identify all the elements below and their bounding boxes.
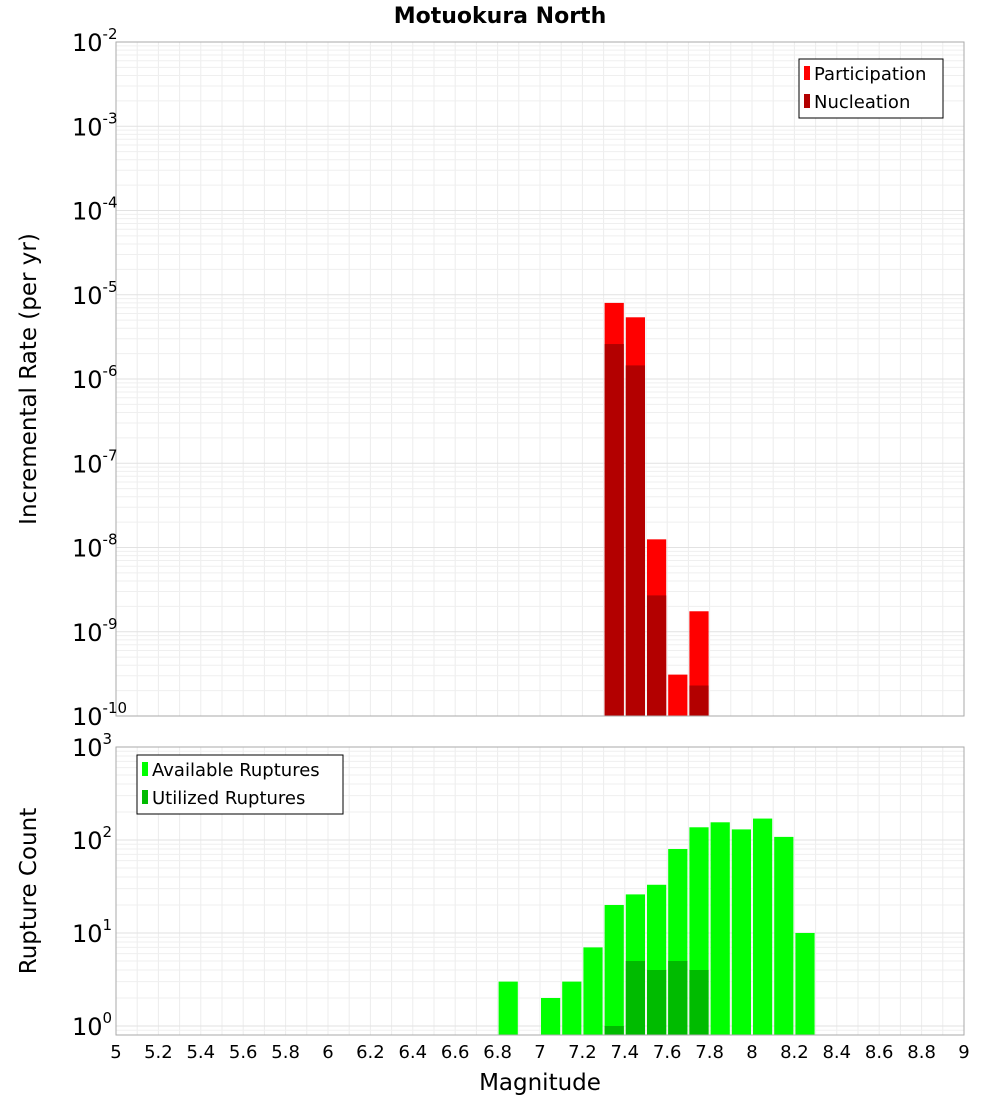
bar-secondary-7_55 (647, 969, 667, 1035)
legend-box (798, 58, 944, 119)
bar-primary-7_95 (731, 829, 751, 1035)
x-tick-label: 6.4 (398, 1042, 427, 1063)
legend-swatch (142, 790, 148, 804)
y-tick-label: 101 (72, 916, 112, 948)
bar-secondary-7_75 (689, 969, 709, 1035)
bar-primary-7_15 (562, 981, 582, 1035)
x-tick-label: 7.4 (610, 1042, 639, 1063)
bar-primary-7_35 (604, 904, 624, 1035)
y-tick-label: 102 (72, 823, 112, 855)
x-tick-label: 8.8 (907, 1042, 936, 1063)
rate-panel-grid (115, 41, 965, 717)
bar-primary-8_05 (753, 818, 773, 1035)
rate-panel-y-ticks: 10-10 10-9 10-8 10-7 10-6 10-5 10-4 10-3 10-2 (72, 25, 127, 731)
x-axis-ticks: 5 5.2 5.4 5.6 5.8 6 6.2 6.4 6.6 6.8 7 7.2 7.4 7.6 7.8 8… (110, 1042, 969, 1063)
legend-swatch (804, 66, 810, 80)
x-tick-label: 5.8 (271, 1042, 300, 1063)
x-tick-label: 6 (322, 1042, 333, 1063)
x-tick-label: 7 (534, 1042, 545, 1063)
y-tick-label: 10-6 (72, 362, 118, 394)
x-tick-label: 5 (110, 1042, 121, 1063)
y-tick-label: 10-8 (72, 531, 118, 563)
x-tick-label: 6.8 (483, 1042, 512, 1063)
bar-secondary-7_35 (604, 1025, 624, 1035)
count-panel-frame (115, 746, 965, 1036)
count-panel-bars (498, 818, 815, 1035)
x-tick-label: 7.8 (695, 1042, 724, 1063)
bar-primary-6_85 (498, 981, 518, 1035)
x-tick-label: 8.6 (865, 1042, 894, 1063)
x-tick-label: 6.2 (356, 1042, 385, 1063)
bar-primary-8_15 (774, 836, 794, 1035)
bar-primary-7_25 (583, 947, 603, 1035)
legend-entry: Nucleation (814, 92, 910, 113)
x-tick-label: 8.4 (822, 1042, 851, 1063)
rate-panel-frame (115, 41, 965, 717)
rate-panel-bars (604, 302, 709, 716)
y-tick-label: 100 (72, 1009, 112, 1041)
count-panel-y-axis-label: Rupture Count (16, 808, 42, 974)
legend-swatch (804, 94, 810, 108)
bar-secondary-7_45 (625, 960, 645, 1035)
count-panel-grid (115, 746, 965, 1036)
x-tick-label: 5.6 (229, 1042, 258, 1063)
x-tick-label: 9 (958, 1042, 969, 1063)
bar-secondary-7_75 (689, 685, 709, 716)
legend-box (136, 754, 344, 815)
x-tick-label: 5.4 (186, 1042, 215, 1063)
y-tick-label: 10-2 (72, 25, 118, 57)
rate-panel-legend: Participation Nucleation (798, 58, 944, 119)
bar-primary-8_25 (795, 932, 815, 1035)
bar-secondary-7_55 (647, 595, 667, 716)
x-tick-label: 5.2 (144, 1042, 173, 1063)
bar-primary-7_85 (710, 822, 730, 1035)
x-tick-label: 7.6 (653, 1042, 682, 1063)
rate-panel-y-axis-label: Incremental Rate (per yr) (16, 233, 42, 525)
count-panel-y-ticks: 100 101 102 103 (72, 730, 112, 1041)
x-tick-label: 8 (746, 1042, 757, 1063)
bar-secondary-7_65 (668, 960, 688, 1035)
chart-title: Motuokura North (394, 4, 607, 29)
x-tick-label: 7.2 (568, 1042, 597, 1063)
y-tick-label: 10-5 (72, 278, 118, 310)
legend-swatch (142, 762, 148, 776)
y-tick-label: 10-7 (72, 446, 118, 478)
bar-primary-7_05 (541, 997, 561, 1035)
bar-primary-7_65 (668, 674, 688, 716)
bar-secondary-7_45 (625, 365, 645, 716)
rate-panel: 10-10 10-9 10-8 10-7 10-6 10-5 10-4 10-3 10-2 In… (16, 25, 965, 731)
legend-entry: Participation (814, 64, 926, 85)
x-tick-label: 6.6 (441, 1042, 470, 1063)
y-tick-label: 10-4 (72, 194, 118, 226)
legend-entry: Utilized Ruptures (152, 788, 305, 809)
y-tick-label: 103 (72, 730, 112, 762)
legend-entry: Available Ruptures (152, 760, 320, 781)
y-tick-label: 10-9 (72, 615, 118, 647)
bar-secondary-7_35 (604, 344, 624, 716)
x-tick-label: 8.2 (780, 1042, 809, 1063)
y-tick-label: 10-3 (72, 109, 118, 141)
count-panel: 100 101 102 103 Rupture Count Available Rup… (16, 730, 965, 1041)
y-tick-label: 10-10 (72, 699, 127, 731)
count-panel-legend: Available Ruptures Utilized Ruptures (136, 754, 344, 815)
x-axis-label: Magnitude (479, 1070, 601, 1096)
